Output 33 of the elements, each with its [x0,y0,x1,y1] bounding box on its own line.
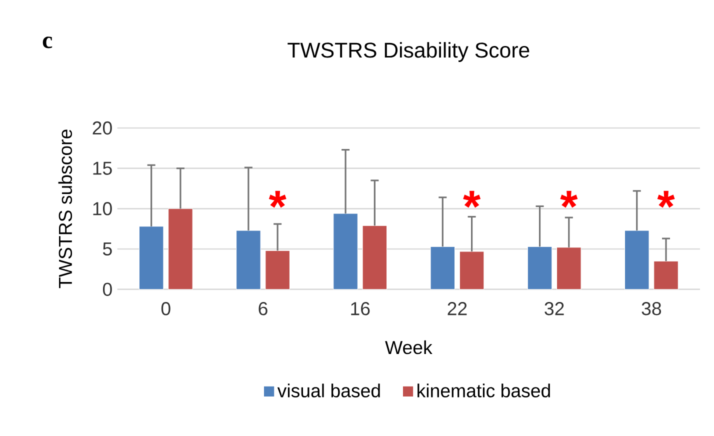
y-tick-label: 0 [102,282,112,296]
annotation: * [463,190,481,208]
x-tick-label: 32 [544,302,564,316]
x-tick-label: 6 [258,302,268,316]
annotation: * [268,190,286,208]
x-tick-label: 16 [351,302,370,316]
annotation: * [560,190,578,208]
bar [556,247,582,290]
x-axis-title: Week [385,340,432,354]
chart-title: TWSTRS Disability Score [288,42,530,62]
bar [654,260,678,290]
y-axis-title: TWSTRS subscore [58,130,72,288]
x-tick-label: 22 [448,302,467,316]
bar [362,225,388,290]
y-tick-label: 20 [92,121,112,135]
legend-label: visual based [277,384,380,398]
bar [236,230,261,290]
bar [527,246,552,290]
x-tick-label: 0 [161,302,170,316]
legend-label: kinematic based [418,384,550,398]
text: c [42,36,52,48]
bar [333,213,358,290]
bar [430,246,456,290]
y-tick-label: 5 [102,242,112,256]
y-tick-label: 10 [93,202,112,216]
bar [624,230,650,290]
bar [459,251,484,290]
bar [168,208,193,290]
y-tick-label: 15 [93,162,112,175]
bar [265,250,290,290]
annotation: * [657,190,675,208]
bar [138,226,164,290]
x-tick-label: 38 [642,302,662,316]
